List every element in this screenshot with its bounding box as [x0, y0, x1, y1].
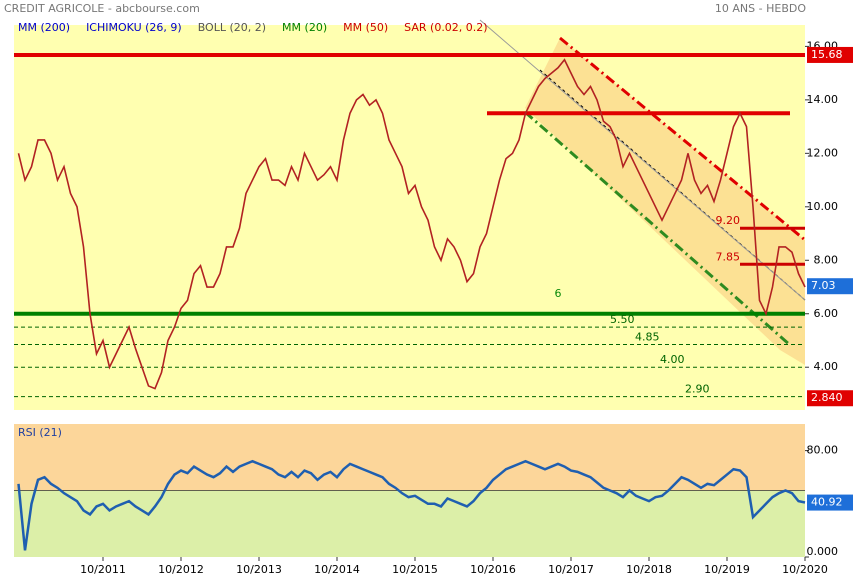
rsi-tag-label: 40.92	[811, 496, 843, 509]
chart-title: CREDIT AGRICOLE - abcbourse.com	[4, 2, 200, 15]
x-tick-label: 10/2014	[314, 563, 360, 576]
level-label: 4.85	[635, 330, 660, 343]
y-tick-label: 10.00	[807, 200, 839, 213]
price-tag	[807, 390, 853, 407]
y-tick-label: 6.00	[814, 307, 839, 320]
x-tick-label: 10/2011	[80, 563, 126, 576]
legend-item: ICHIMOKU (26, 9)	[86, 21, 182, 34]
price-tag-label: 15.68	[811, 48, 843, 61]
x-tick-label: 10/2019	[704, 563, 750, 576]
chart-subtitle: 10 ANS - HEBDO	[715, 2, 806, 15]
big-annotation: 6	[555, 287, 562, 300]
x-tick-label: 10/2017	[548, 563, 594, 576]
rsi-lower-zone	[14, 490, 805, 557]
rsi-line	[17, 459, 806, 551]
level-label: 2.90	[685, 383, 710, 396]
price-tag	[807, 46, 853, 63]
x-tick-label: 10/2020	[782, 563, 828, 576]
legend-item: SAR (0.02, 0.2)	[404, 21, 487, 34]
rsi-title: RSI (21)	[18, 426, 62, 439]
price-tag-label: 2.840	[811, 391, 843, 404]
x-tick-label: 10/2015	[392, 563, 438, 576]
trend-line	[479, 19, 806, 301]
rsi-tick-label: 80.00	[807, 444, 839, 457]
legend-item: MM (20)	[282, 21, 327, 34]
price-line	[17, 58, 806, 390]
level-label: 9.20	[716, 214, 741, 227]
legend-item: BOLL (20, 2)	[198, 21, 266, 34]
x-tick-label: 10/2016	[470, 563, 516, 576]
price-tag-label: 7.03	[811, 279, 836, 292]
level-label: 5.50	[610, 313, 635, 326]
rsi-upper-zone	[14, 424, 805, 491]
y-tick-label: 12.00	[807, 146, 839, 159]
y-tick-label: 14.00	[807, 93, 839, 106]
x-tick-label: 10/2013	[236, 563, 282, 576]
legend-item: MM (200)	[18, 21, 70, 34]
channel-mid	[539, 69, 806, 301]
channel-upper	[559, 36, 806, 242]
channel-fill	[525, 38, 805, 365]
legend-item: MM (50)	[343, 21, 388, 34]
rsi-tag	[807, 494, 853, 511]
y-tick-label: 8.00	[814, 253, 839, 266]
level-label: 7.85	[716, 250, 741, 263]
price-panel	[14, 25, 805, 410]
level-label: 4.00	[660, 353, 685, 366]
x-tick-label: 10/2012	[158, 563, 204, 576]
rsi-tick-label: 0.000	[807, 545, 839, 558]
x-tick-label: 10/2018	[626, 563, 672, 576]
y-tick-label: 4.00	[814, 360, 839, 373]
price-tag	[807, 278, 853, 295]
channel-lower	[524, 110, 791, 347]
